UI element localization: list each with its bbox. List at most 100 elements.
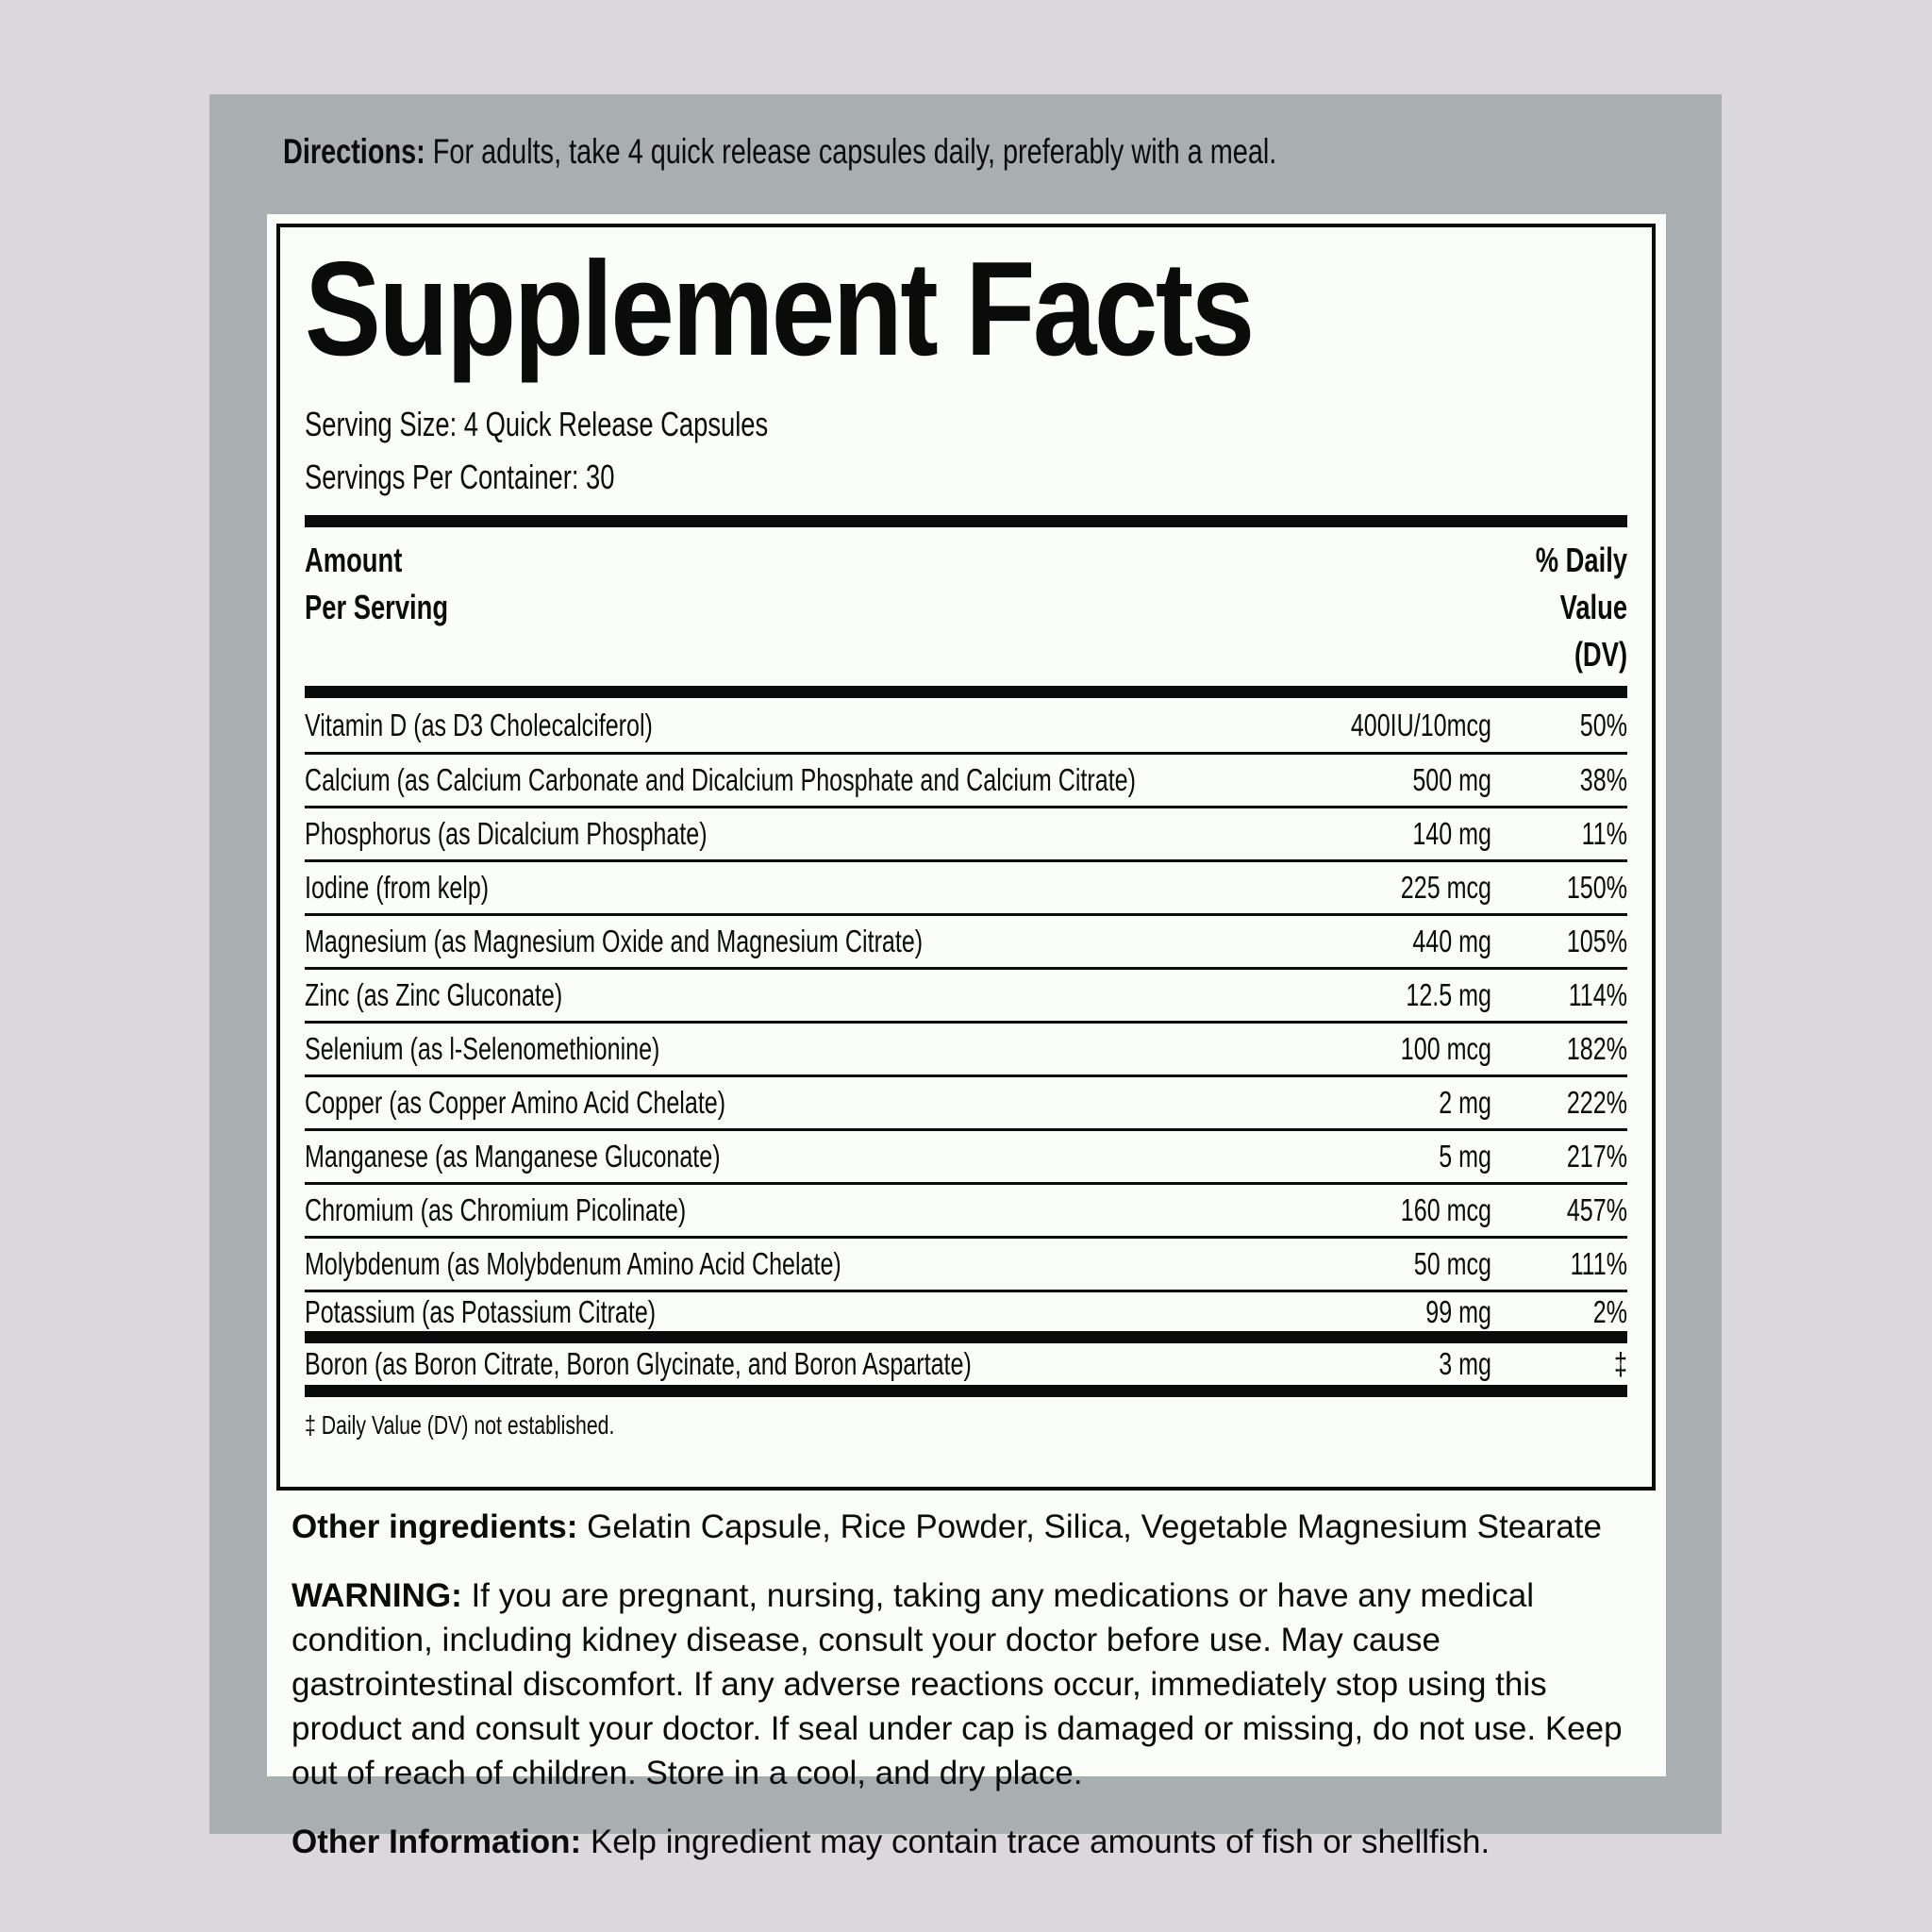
nutrient-row: Phosphorus (as Dicalcium Phosphate) 140 m…	[305, 806, 1627, 859]
dv-header-line1: % Daily	[1535, 541, 1627, 579]
nutrient-amount: 440 mg	[1227, 924, 1491, 959]
servings-per-container: Servings Per Container: 30	[305, 458, 615, 496]
divider-thick-top	[305, 515, 1627, 527]
footnote: ‡ Daily Value (DV) not established.	[305, 1397, 1627, 1441]
nutrient-name-text: Phosphorus (as Dicalcium Phosphate)	[305, 816, 708, 851]
nutrient-name-text: Molybdenum (as Molybdenum Amino Acid Che…	[305, 1246, 841, 1281]
warning: WARNING: If you are pregnant, nursing, t…	[291, 1574, 1641, 1795]
nutrient-name: Phosphorus (as Dicalcium Phosphate)	[305, 816, 1227, 852]
directions-text: For adults, take 4 quick release capsule…	[432, 132, 1277, 171]
nutrient-name-text: Copper (as Copper Amino Acid Chelate)	[305, 1085, 726, 1120]
nutrient-row: Iodine (from kelp) 225 mcg 150%	[305, 859, 1627, 913]
nutrient-dv-text: 222%	[1566, 1085, 1627, 1120]
nutrient-amount-text: 50 mcg	[1413, 1246, 1491, 1281]
nutrient-amount-text: 160 mcg	[1400, 1192, 1491, 1227]
nutrient-row: Calcium (as Calcium Carbonate and Dicalc…	[305, 752, 1627, 806]
nutrient-dv: 11%	[1491, 816, 1627, 852]
nutrient-dv: ‡	[1491, 1346, 1627, 1382]
nutrient-dv: 50%	[1491, 708, 1627, 743]
nutrient-row: Manganese (as Manganese Gluconate) 5 mg 21…	[305, 1128, 1627, 1182]
nutrient-amount: 500 mg	[1227, 762, 1491, 798]
nutrient-row: Copper (as Copper Amino Acid Chelate) 2 m…	[305, 1074, 1627, 1128]
amount-header-line2: Per Serving	[305, 588, 449, 626]
nutrient-name: Iodine (from kelp)	[305, 870, 1227, 906]
nutrient-name: Selenium (as l-Selenomethionine)	[305, 1031, 1227, 1067]
nutrient-name: Magnesium (as Magnesium Oxide and Magnes…	[305, 924, 1227, 959]
nutrient-name-text: Potassium (as Potassium Citrate)	[305, 1293, 657, 1329]
nutrient-amount: 160 mcg	[1227, 1192, 1491, 1228]
nutrient-dv-text: 457%	[1566, 1192, 1627, 1227]
nutrient-amount-text: 400IU/10mcg	[1350, 707, 1491, 742]
directions-line: Directions: For adults, take 4 quick rel…	[283, 132, 1276, 172]
nutrient-dv: 38%	[1491, 762, 1627, 798]
nutrient-dv: 457%	[1491, 1192, 1627, 1228]
nutrient-amount: 100 mcg	[1227, 1031, 1491, 1067]
column-header: Amount Per Serving % Daily Value (DV)	[305, 527, 1627, 686]
nutrient-name-text: Chromium (as Chromium Picolinate)	[305, 1192, 687, 1227]
nutrient-amount-text: 100 mcg	[1400, 1031, 1491, 1066]
nutrient-dv: 222%	[1491, 1085, 1627, 1121]
facts-title: Supplement Facts	[305, 234, 1255, 384]
nutrient-name-text: Selenium (as l-Selenomethionine)	[305, 1031, 660, 1066]
nutrient-dv: 114%	[1491, 977, 1627, 1013]
nutrient-name-text: Boron (as Boron Citrate, Boron Glycinate…	[305, 1346, 972, 1381]
nutrient-amount: 225 mcg	[1227, 870, 1491, 906]
label-bottom-text: Other ingredients: Gelatin Capsule, Rice…	[291, 1505, 1641, 1864]
nutrient-name-text: Vitamin D (as D3 Cholecalciferol)	[305, 707, 653, 742]
nutrient-name: Calcium (as Calcium Carbonate and Dicalc…	[305, 762, 1227, 798]
supplement-label: Supplement Facts Serving Size: 4 Quick R…	[267, 214, 1666, 1860]
nutrient-amount: 3 mg	[1227, 1346, 1491, 1382]
nutrient-name: Boron (as Boron Citrate, Boron Glycinate…	[305, 1346, 1227, 1382]
nutrient-dv-text: 2%	[1592, 1293, 1627, 1329]
nutrient-dv-text: ‡	[1614, 1346, 1627, 1381]
other-ingredients: Other ingredients: Gelatin Capsule, Rice…	[291, 1505, 1641, 1549]
nutrient-dv: 111%	[1491, 1246, 1627, 1282]
nutrient-name: Vitamin D (as D3 Cholecalciferol)	[305, 708, 1227, 743]
nutrient-dv: 150%	[1491, 870, 1627, 906]
nutrient-amount: 50 mcg	[1227, 1246, 1491, 1282]
nutrient-name-text: Calcium (as Calcium Carbonate and Dicalc…	[305, 762, 1136, 797]
nutrient-name: Zinc (as Zinc Gluconate)	[305, 977, 1227, 1013]
nutrient-dv-text: 38%	[1579, 762, 1627, 797]
nutrient-name: Chromium (as Chromium Picolinate)	[305, 1192, 1227, 1228]
nutrient-name-text: Iodine (from kelp)	[305, 870, 490, 905]
dv-header-line2: Value	[1559, 588, 1627, 626]
nutrient-name-text: Magnesium (as Magnesium Oxide and Magnes…	[305, 924, 924, 958]
amount-header-line1: Amount	[305, 541, 403, 579]
nutrient-dv-text: 217%	[1566, 1139, 1627, 1174]
warning-text: If you are pregnant, nursing, taking any…	[291, 1577, 1623, 1791]
directions-label: Directions:	[283, 132, 425, 171]
nutrient-row: Potassium (as Potassium Citrate) 99 mg 2%	[305, 1290, 1627, 1343]
nutrient-amount: 99 mg	[1227, 1294, 1491, 1330]
nutrient-name: Manganese (as Manganese Gluconate)	[305, 1139, 1227, 1174]
nutrient-dv: 217%	[1491, 1139, 1627, 1174]
nutrient-dv-text: 111%	[1570, 1246, 1627, 1281]
serving-info: Serving Size: 4 Quick Release Capsules S…	[305, 398, 1627, 504]
nutrient-dv-text: 50%	[1579, 707, 1627, 742]
nutrient-amount-text: 140 mg	[1412, 816, 1491, 851]
divider-thick-header	[305, 686, 1627, 698]
other-information-label: Other Information:	[291, 1824, 582, 1860]
nutrient-dv-text: 105%	[1566, 924, 1627, 958]
nutrient-row: Selenium (as l-Selenomethionine) 100 mcg 1…	[305, 1021, 1627, 1074]
product-panel: Directions: For adults, take 4 quick rel…	[209, 94, 1722, 1860]
serving-size: Serving Size: 4 Quick Release Capsules	[305, 405, 769, 443]
nutrient-row: Molybdenum (as Molybdenum Amino Acid Che…	[305, 1236, 1627, 1290]
nutrient-amount-text: 5 mg	[1439, 1139, 1491, 1174]
nutrient-dv-text: 114%	[1568, 977, 1627, 1012]
nutrient-amount: 5 mg	[1227, 1139, 1491, 1174]
nutrient-amount: 400IU/10mcg	[1227, 708, 1491, 743]
nutrient-dv-text: 182%	[1566, 1031, 1627, 1066]
supplement-facts-box: Supplement Facts Serving Size: 4 Quick R…	[276, 224, 1656, 1491]
nutrient-dv: 105%	[1491, 924, 1627, 959]
warning-label: WARNING:	[291, 1577, 462, 1614]
nutrient-row: Boron (as Boron Citrate, Boron Glycinate…	[305, 1343, 1627, 1397]
nutrient-row: Zinc (as Zinc Gluconate) 12.5 mg 114%	[305, 967, 1627, 1021]
nutrient-amount-text: 440 mg	[1412, 924, 1491, 958]
nutrient-amount: 140 mg	[1227, 816, 1491, 852]
nutrient-dv: 182%	[1491, 1031, 1627, 1067]
nutrient-row: Magnesium (as Magnesium Oxide and Magnes…	[305, 913, 1627, 967]
nutrient-amount-text: 2 mg	[1439, 1085, 1491, 1120]
nutrient-name-text: Manganese (as Manganese Gluconate)	[305, 1139, 721, 1174]
